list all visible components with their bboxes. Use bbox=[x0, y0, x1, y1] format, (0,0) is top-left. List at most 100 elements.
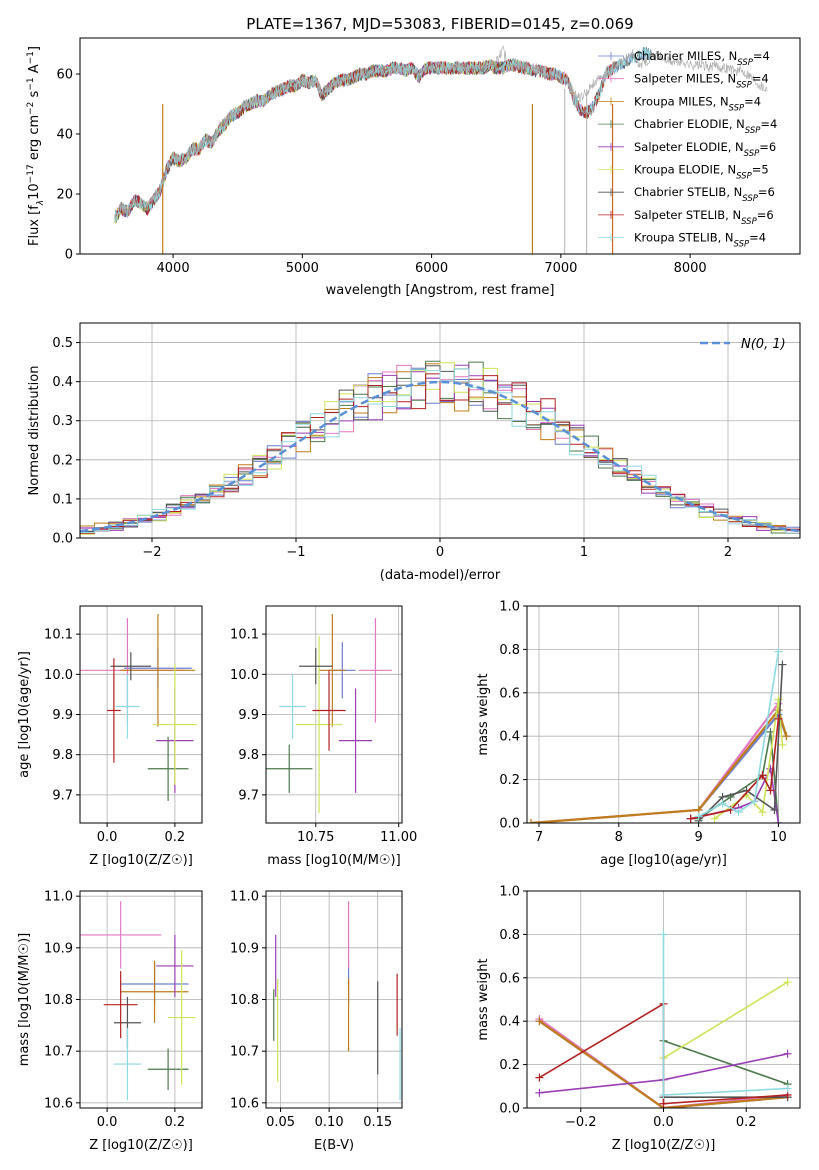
y-tick-label: 9.9 bbox=[238, 708, 259, 723]
y-tick-label: 10.9 bbox=[44, 941, 73, 956]
legend-label-sub: SSP bbox=[742, 194, 758, 204]
y-label-part: −1 bbox=[26, 51, 36, 64]
data-point-kroupa_miles bbox=[319, 614, 346, 727]
axes-frame bbox=[526, 890, 801, 1109]
massweight_vs_age-y-axis-label: mass weight bbox=[476, 673, 491, 755]
massweight_vs_Z-panel: −0.2 0.0 0.2 0.0 0.2 0.4 0.6 0.8 1.0 Z [log10(Z/Z… bbox=[476, 885, 801, 1153]
y-tick-label: 10.6 bbox=[230, 1096, 259, 1111]
spectrum-x-axis-label: wavelength [Angstrom, rest frame] bbox=[326, 283, 555, 298]
x-tick-label: 10 bbox=[770, 830, 787, 845]
x-tick-label: 0.10 bbox=[315, 1115, 344, 1130]
data-point-chabrier_elodie bbox=[266, 744, 313, 793]
mass-weight-series-salpeter_stelib bbox=[686, 714, 783, 823]
x-tick-label: 11.00 bbox=[380, 830, 417, 845]
y-label-part: −2 bbox=[26, 102, 36, 115]
age_vs_Z-panel: 0.0 0.2 9.7 9.8 9.9 10.0 10.1 Z [log10(Z/Z☉)] ag… bbox=[17, 605, 203, 868]
y-tick-label: 0.3 bbox=[52, 414, 73, 429]
data-point-salpeter_stelib bbox=[312, 670, 346, 751]
spectrum-model-line-salpeter_stelib bbox=[114, 57, 616, 220]
y-tick-label: 60 bbox=[56, 68, 73, 83]
legend-label-tail: =6 bbox=[758, 185, 775, 199]
legend-label-main: Chabrier STELIB, N bbox=[634, 185, 742, 199]
legend-label-sub: SSP bbox=[729, 103, 745, 113]
legend-label-main: Salpeter MILES, N bbox=[634, 72, 736, 86]
legend-label-main: Salpeter ELODIE, N bbox=[634, 140, 744, 154]
legend-label-kroupa_stelib: Kroupa STELIB, NSSP=4 bbox=[634, 231, 766, 250]
y-tick-label: 0.4 bbox=[499, 730, 520, 745]
legend-label-chabrier_elodie: Chabrier ELODIE, NSSP=4 bbox=[634, 117, 777, 136]
x-tick-label: 0.05 bbox=[266, 1115, 295, 1130]
data-point-kroupa_elodie bbox=[295, 636, 343, 813]
data-point-kroupa_stelib bbox=[113, 1027, 141, 1101]
age_vs_Z-y-axis-label: age [log10(age/yr)] bbox=[17, 651, 32, 778]
legend-label-salpeter_miles: Salpeter MILES, NSSP=4 bbox=[634, 72, 769, 91]
mass_vs_Z-y-axis-label: mass [log10(M/M☉)] bbox=[17, 933, 32, 1066]
normal-reference-curve bbox=[80, 380, 800, 533]
age_vs_Z-x-axis-label: Z [log10(Z/Z☉)] bbox=[89, 853, 193, 868]
residuals-y-axis-label: Normed distribution bbox=[27, 366, 42, 496]
legend-label-kroupa_miles: Kroupa MILES, NSSP=4 bbox=[634, 94, 761, 113]
massweight_vs_Z-y-axis-label: mass weight bbox=[476, 958, 491, 1040]
y-tick-label: 0.1 bbox=[52, 492, 73, 507]
y-label-part: −17 bbox=[26, 164, 36, 183]
data-point-kroupa_elodie bbox=[168, 950, 196, 1085]
y-tick-label: 9.8 bbox=[52, 748, 73, 763]
massweight_vs_age-panel: 7 8 9 10 0.0 0.2 0.4 0.6 0.8 1.0 age [log10(age/yr… bbox=[476, 600, 801, 868]
x-tick-label: −1 bbox=[286, 545, 305, 560]
age_vs_mass-panel: 10.75 11.00 9.7 9.8 9.9 10.0 10.1 mass [log10(M… bbox=[230, 605, 417, 868]
y-tick-label: 9.7 bbox=[238, 788, 259, 803]
y-tick-label: 0.4 bbox=[52, 375, 73, 390]
spectrum-panel: 4000 5000 6000 7000 8000 0 20 40 60 wavelength [A… bbox=[26, 37, 801, 298]
y-tick-label: 10.1 bbox=[230, 628, 259, 643]
legend-label-tail: =5 bbox=[752, 163, 769, 177]
x-tick-label: 7 bbox=[535, 830, 543, 845]
y-tick-label: 0.6 bbox=[499, 971, 520, 986]
y-tick-label: 10.7 bbox=[44, 1045, 73, 1060]
x-tick-label: 2 bbox=[724, 545, 732, 560]
axes-frame bbox=[79, 890, 203, 1109]
data-point-kroupa_elodie bbox=[152, 664, 197, 785]
legend-label-tail: =4 bbox=[749, 231, 766, 245]
legend-label-tail: =4 bbox=[753, 49, 770, 63]
x-tick-label: −0.2 bbox=[565, 1115, 597, 1130]
legend-label-sub: SSP bbox=[734, 240, 750, 250]
legend-label-chabrier_miles: Chabrier MILES, NSSP=4 bbox=[634, 49, 770, 68]
legend-label-tail: =4 bbox=[752, 72, 769, 86]
mass_vs_Z-x-axis-label: Z [log10(Z/Z☉)] bbox=[89, 1138, 193, 1153]
data-point-kroupa_miles bbox=[120, 960, 189, 1023]
y-tick-label: 10.8 bbox=[44, 993, 73, 1008]
legend-label-tail: =4 bbox=[760, 117, 777, 131]
y-label-part: A bbox=[27, 64, 42, 77]
x-tick-label: 0.0 bbox=[97, 1115, 118, 1130]
x-tick-label: 10.75 bbox=[297, 830, 334, 845]
figure-title: PLATE=1367, MJD=53083, FIBERID=0145, z=0… bbox=[246, 15, 633, 33]
data-point-salpeter_stelib bbox=[107, 658, 121, 763]
massweight_vs_Z-plot-area bbox=[535, 930, 792, 1108]
legend-label-sub: SSP bbox=[737, 58, 753, 68]
y-label-part: s bbox=[27, 90, 42, 101]
legend-label-main: Salpeter STELIB, N bbox=[634, 208, 741, 222]
y-tick-label: 10.9 bbox=[230, 941, 259, 956]
x-tick-label: 0.2 bbox=[736, 1115, 757, 1130]
data-point-salpeter_elodie bbox=[338, 688, 373, 793]
axes-frame bbox=[79, 322, 801, 539]
legend-label-tail: =6 bbox=[757, 208, 774, 222]
mass-weight-line bbox=[530, 707, 788, 823]
y-tick-label: 10.1 bbox=[44, 628, 73, 643]
legend-label-sub: SSP bbox=[736, 81, 752, 91]
y-tick-label: 0.8 bbox=[499, 928, 520, 943]
x-tick-label: 8 bbox=[615, 830, 623, 845]
mass_vs_Z-plot-area bbox=[80, 901, 196, 1101]
x-tick-label: 1 bbox=[580, 545, 588, 560]
y-tick-label: 0.0 bbox=[499, 1102, 520, 1117]
y-tick-label: 9.9 bbox=[52, 708, 73, 723]
residuals-x-axis-label: (data-model)/error bbox=[380, 568, 501, 583]
x-tick-label: 9 bbox=[694, 830, 702, 845]
mass_vs_EBV-plot-area bbox=[273, 901, 401, 1101]
mass-weight-line bbox=[663, 981, 789, 1059]
legend-normal-label: N(0, 1) bbox=[741, 337, 786, 352]
spectrum-model-line-salpeter_elodie bbox=[114, 58, 533, 224]
mass_vs_Z-panel: 0.0 0.2 10.6 10.7 10.8 10.9 11.0 Z [log10(Z/Z☉)… bbox=[17, 890, 203, 1153]
age_vs_mass-plot-area bbox=[266, 614, 393, 813]
